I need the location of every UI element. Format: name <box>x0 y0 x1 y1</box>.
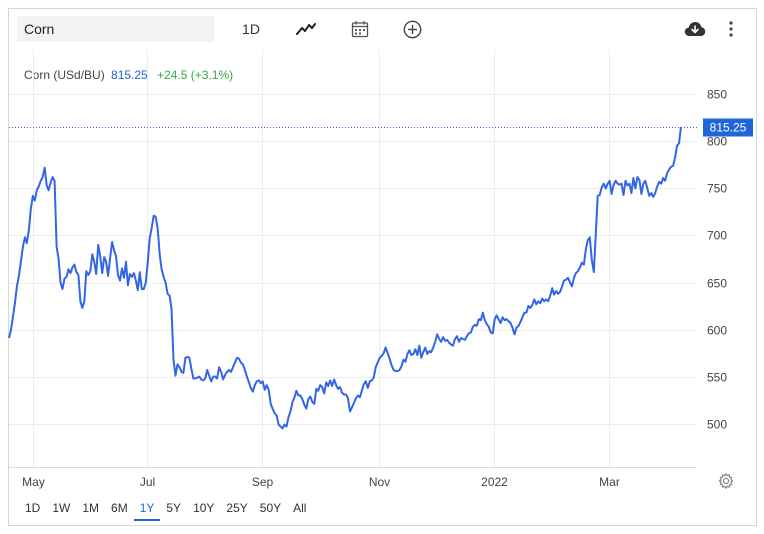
y-tick-label: 850 <box>707 88 727 102</box>
timeframe-1w[interactable]: 1W <box>52 501 71 515</box>
cloud-download-icon <box>684 22 706 36</box>
date-range-button[interactable] <box>347 16 373 42</box>
timeframe-1y[interactable]: 1Y <box>133 499 161 521</box>
x-tick-label: Nov <box>369 475 390 489</box>
timeframe-all[interactable]: All <box>293 501 307 515</box>
timeframe-50y[interactable]: 50Y <box>259 501 282 515</box>
gear-icon <box>718 473 734 489</box>
x-tick-label: 2022 <box>481 475 508 489</box>
add-circle-icon <box>403 20 421 38</box>
y-tick-label: 800 <box>707 135 727 149</box>
x-tick-label: May <box>22 475 45 489</box>
timeframe-selector: 1D 1W 1M 6M 1Y 5Y 10Y 25Y 50Y All <box>19 499 312 523</box>
calendar-icon <box>351 21 369 38</box>
price-label: Corn (USd/BU) 815.25 +24.5 (+3.1%) <box>24 68 233 82</box>
download-button[interactable] <box>682 16 708 42</box>
x-axis: May Jul Sep Nov 2022 Mar <box>22 475 620 489</box>
timeframe-1d[interactable]: 1D <box>25 501 41 515</box>
interval-button[interactable]: 1D <box>242 21 260 37</box>
more-vertical-icon <box>729 21 733 37</box>
add-comparison-button[interactable] <box>399 16 425 42</box>
chart-type-button[interactable] <box>292 16 320 42</box>
x-tick-label: Jul <box>140 475 155 489</box>
price-change: +24.5 (+3.1%) <box>157 68 234 82</box>
x-tick-label: Mar <box>599 475 620 489</box>
y-tick-label: 550 <box>707 371 727 385</box>
price-series-line <box>8 126 682 430</box>
timeframe-6m[interactable]: 6M <box>111 501 128 515</box>
more-options-button[interactable] <box>722 16 740 42</box>
instrument-name: Corn (USd/BU) <box>24 68 105 82</box>
timeframe-10y[interactable]: 10Y <box>193 501 215 515</box>
line-chart-icon <box>296 23 316 35</box>
grid <box>9 50 697 467</box>
chart-settings-button[interactable] <box>717 472 735 490</box>
timeframe-1m[interactable]: 1M <box>82 501 100 515</box>
timeframe-25y[interactable]: 25Y <box>226 501 248 515</box>
x-tick-label: Sep <box>252 475 274 489</box>
last-price-marker-label: 815.25 <box>710 121 747 135</box>
y-tick-label: 600 <box>707 324 727 338</box>
y-tick-label: 500 <box>707 418 727 432</box>
symbol-search-input[interactable] <box>17 16 214 42</box>
last-price: 815.25 <box>111 68 148 82</box>
last-price-marker <box>703 118 753 137</box>
y-tick-label: 700 <box>707 229 727 243</box>
y-axis: 500 550 600 650 700 750 800 850 <box>707 88 727 432</box>
timeframe-5y[interactable]: 5Y <box>166 501 182 515</box>
y-tick-label: 650 <box>707 277 727 291</box>
y-tick-label: 750 <box>707 182 727 196</box>
